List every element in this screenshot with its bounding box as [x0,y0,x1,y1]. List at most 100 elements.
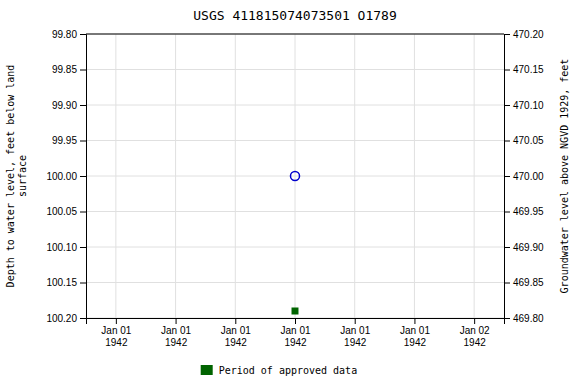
text-line: Jan 01 [101,325,131,336]
grid-line [414,34,415,318]
tick-mark [80,141,86,142]
title: USGS 411815074073501 O1789 [193,8,397,23]
grid-line [295,34,296,318]
tick: 99.90 [52,100,86,111]
grid-line [354,34,355,318]
tick-label: 469.90 [513,242,544,253]
tick-mark [504,34,510,35]
axis-line [80,35,87,319]
tick-label: 100.15 [46,277,77,288]
tick-mark [80,318,86,319]
tick: 99.85 [52,64,86,75]
tick: 470.10 [504,100,544,111]
tick-label: 100.00 [46,171,77,182]
tick-label: 99.80 [52,29,77,40]
tick: 99.95 [52,135,86,146]
tick: Jan 011942 [280,318,310,348]
tick: 470.00 [504,171,544,182]
axis-line [87,319,505,325]
tick: 469.80 [504,313,544,324]
tick-mark [504,247,510,248]
y-axis: 99.80 99.85 99.90 99.95 100.00 100.05 100.10 10… [46,29,86,324]
tick-label: 469.85 [513,277,544,288]
text-line: Jan 01 [400,325,430,336]
tick-mark [80,212,86,213]
tick-mark [80,105,86,106]
tick-mark [80,247,86,248]
tick-label: 470.15 [513,64,544,75]
text-line: 1942 [344,337,367,348]
grid-line [175,34,176,318]
grid [86,34,504,318]
text-line: Jan 01 [340,325,370,336]
marks [290,171,299,313]
y2-axis-title: Groundwater level above NGVD 1929, feet [559,59,570,294]
text-line: Jan 02 [460,325,490,336]
tick: 470.15 [504,64,544,75]
tick: 99.80 [52,29,86,40]
tick-label: Jan 021942 [460,325,490,348]
text-line: 1942 [105,337,128,348]
tick: Jan 011942 [340,318,370,348]
tick-mark [504,176,510,177]
text-line: surface [17,155,28,197]
text-line: Jan 01 [280,325,310,336]
tick-label: Jan 011942 [280,325,310,348]
tick-label: Jan 011942 [400,325,430,348]
tick-mark [235,318,236,324]
tick: Jan 011942 [101,318,131,348]
tick-label: Jan 011942 [101,325,131,348]
tick: 100.15 [46,277,86,288]
tick: Jan 021942 [460,318,490,348]
tick-mark [116,318,117,324]
text-line: Groundwater level above NGVD 1929, feet [559,59,570,294]
tick-label: 99.95 [52,135,77,146]
point [292,308,297,313]
tick-label: Jan 011942 [221,325,251,348]
tick-label: 470.05 [513,135,544,146]
tick: 469.85 [504,277,544,288]
text-line: 1942 [404,337,427,348]
tick-mark [355,318,356,324]
plot: 99.80 99.85 99.90 99.95 100.00 100.05 100.10 10… [46,29,544,348]
text-line: 1942 [284,337,307,348]
tick-label: Jan 011942 [161,325,191,348]
tick-mark [504,212,510,213]
tick: 469.95 [504,206,544,217]
axis-line [505,35,511,319]
tick-mark [414,318,415,324]
tick-mark [80,70,86,71]
tick-mark [80,34,86,35]
text-line: 1942 [464,337,487,348]
tick: 100.05 [46,206,86,217]
tick: 470.05 [504,135,544,146]
tick-mark [80,176,86,177]
point [290,171,299,180]
tick-mark [504,70,510,71]
y2-axis: 470.20 470.15 470.10 470.05 470.00 469.95 469.… [504,29,544,324]
legend: Period of approved data [201,365,357,376]
text-line: 1942 [165,337,188,348]
text-line: Jan 01 [161,325,191,336]
tick-label: 470.20 [513,29,544,40]
tick-mark [504,141,510,142]
tick-mark [80,283,86,284]
tick-mark [176,318,177,324]
tick-label: 100.20 [46,313,77,324]
tick-label: Jan 011942 [340,325,370,348]
grid-line [86,34,504,35]
legend-label: Period of approved data [219,365,357,376]
tick-label: 99.90 [52,100,77,111]
tick: 100.20 [46,313,86,324]
grid-line [115,34,116,318]
tick-label: 100.05 [46,206,77,217]
legend-swatch [201,365,213,375]
tick: Jan 011942 [161,318,191,348]
tick: Jan 011942 [400,318,430,348]
text-line: Jan 01 [221,325,251,336]
tick: Jan 011942 [221,318,251,348]
tick-label: 99.85 [52,64,77,75]
tick: 100.10 [46,242,86,253]
grid-line [474,34,475,318]
tick: 469.90 [504,242,544,253]
